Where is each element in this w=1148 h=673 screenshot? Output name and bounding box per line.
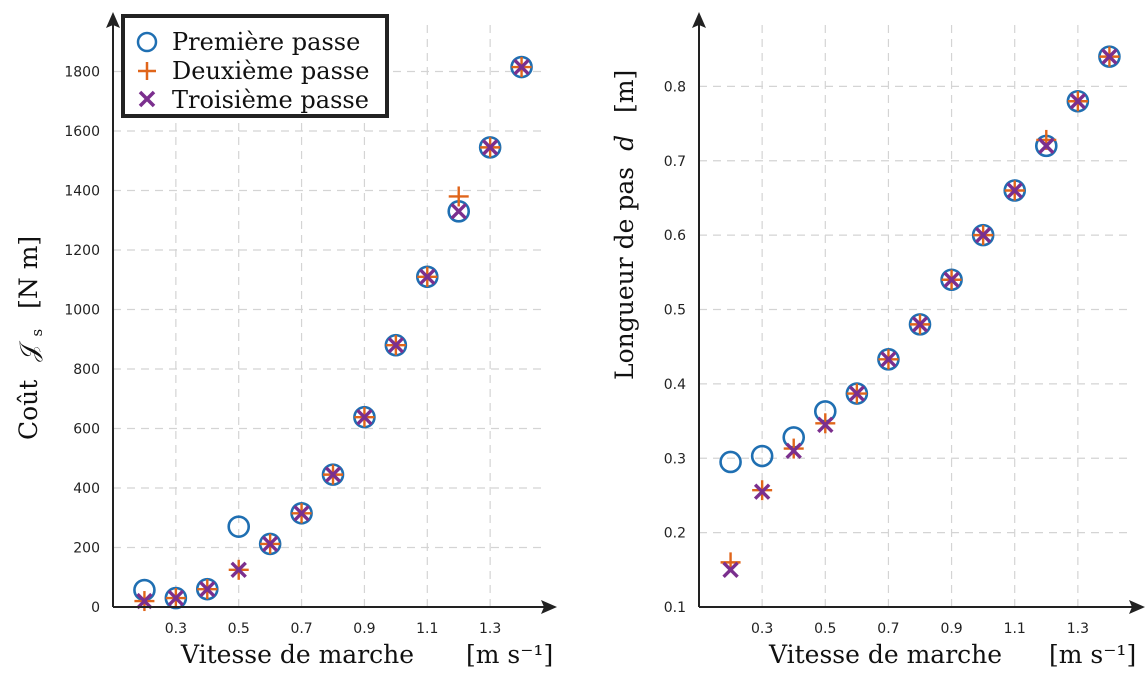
x-tick-label: 0.5 <box>814 621 836 637</box>
legend-label-first: Première passe <box>172 28 360 56</box>
point-third-pass <box>817 416 834 433</box>
point-third-pass <box>785 442 802 460</box>
point-third-pass <box>481 139 499 156</box>
x-tick-label: 0.3 <box>751 621 773 637</box>
point-third-pass <box>753 483 771 500</box>
point-third-pass <box>261 535 279 553</box>
point-third-pass <box>880 351 897 368</box>
y-tick-label: 1000 <box>64 303 100 319</box>
markers-right <box>719 45 1121 579</box>
point-third-pass <box>387 336 405 354</box>
y-tick-label: 1400 <box>64 184 100 200</box>
y-axis-label-left-unit: [N m] <box>14 236 43 309</box>
x-axis-arrow-right <box>1129 600 1145 614</box>
point-third-pass <box>356 408 373 426</box>
y-tick-label: 0.3 <box>664 451 686 467</box>
x-tick-label: 0.7 <box>290 621 312 637</box>
y-tick-label: 1800 <box>64 65 100 81</box>
y-axis-label-right-unit: [m] <box>610 70 639 113</box>
x-tick-label: 1.3 <box>1067 621 1089 637</box>
point-first-pass <box>719 450 742 474</box>
x-axis-arrow-left <box>541 600 557 614</box>
x-tick-label: 0.9 <box>940 621 962 637</box>
point-first-pass <box>227 515 251 538</box>
x-tick-labels-right: 0.3 0.5 0.7 0.9 1.1 1.3 <box>751 621 1089 637</box>
y-axis-label-left-text: Coût <box>14 380 43 440</box>
legend-marker-second <box>138 62 156 80</box>
point-third-pass <box>1101 48 1118 65</box>
legend-marker-third <box>138 90 156 108</box>
point-third-pass <box>974 226 992 244</box>
point-third-pass <box>513 58 530 76</box>
x-tick-label: 0.3 <box>165 621 187 637</box>
y-axis-label-left-sub: s <box>28 329 46 337</box>
x-tick-label: 0.7 <box>877 621 899 637</box>
y-tick-label: 0.6 <box>664 228 686 244</box>
y-tick-label: 0.4 <box>664 377 686 393</box>
x-axis-unit-right: [m s⁻¹] <box>1049 640 1136 669</box>
y-tick-label: 0.8 <box>664 79 686 95</box>
point-third-pass <box>1006 182 1023 199</box>
point-third-pass <box>943 271 960 288</box>
x-axis-unit-left: [m s⁻¹] <box>466 640 553 669</box>
point-second-pass <box>448 186 469 207</box>
y-axis-arrow-left <box>106 12 120 28</box>
point-third-pass <box>848 385 866 402</box>
y-tick-label: 0.5 <box>664 303 686 319</box>
y-axis-arrow-right <box>692 12 706 28</box>
legend: Première passe Deuxième passe Troisième … <box>121 14 389 118</box>
point-third-pass <box>230 561 247 579</box>
y-axis-label-right-text: Longueur de pas <box>610 167 639 380</box>
y-tick-label: 400 <box>73 481 100 497</box>
x-tick-label: 1.1 <box>1004 621 1026 637</box>
point-first-pass <box>750 444 774 468</box>
x-tick-label: 0.5 <box>228 621 250 637</box>
point-third-pass <box>199 580 216 598</box>
legend-label-second: Deuxième passe <box>172 57 369 85</box>
point-third-pass <box>324 466 342 483</box>
x-axis-label-right: Vitesse de marche <box>768 640 1002 669</box>
point-third-pass <box>911 316 929 333</box>
legend-marker-first <box>136 31 158 53</box>
y-tick-label: 200 <box>73 541 100 557</box>
point-third-pass <box>1069 93 1087 110</box>
y-tick-label: 0 <box>91 600 100 616</box>
y-tick-label: 800 <box>73 362 100 378</box>
y-tick-label: 0.7 <box>664 154 686 170</box>
y-tick-label: 1600 <box>64 124 100 140</box>
point-third-pass <box>293 505 310 522</box>
legend-box <box>121 14 389 118</box>
chart-step-length: 0.3 0.5 0.7 0.9 1.1 1.3 0.1 0.2 0.3 0.4 0.5 0.6 0.7… <box>610 12 1145 669</box>
legend-label-third: Troisième passe <box>172 86 369 114</box>
point-third-pass <box>1038 137 1055 155</box>
x-tick-label: 1.3 <box>479 621 501 637</box>
x-axis-label-left: Vitesse de marche <box>180 640 414 669</box>
point-third-pass <box>450 203 467 220</box>
point-third-pass <box>167 589 185 607</box>
point-third-pass <box>419 268 436 285</box>
point-third-pass <box>722 561 739 579</box>
y-axis-label-left: Coût 𝒥 s [N m] <box>14 236 48 440</box>
y-axis-label-left-symbol: 𝒥 <box>14 341 43 362</box>
x-tick-label: 1.1 <box>416 621 438 637</box>
y-tick-label: 0.1 <box>664 600 686 616</box>
y-tick-label: 600 <box>73 422 100 438</box>
y-tick-label: 0.2 <box>664 526 686 542</box>
grid-right <box>699 20 1133 607</box>
x-tick-labels-left: 0.3 0.5 0.7 0.9 1.1 1.3 <box>165 621 502 637</box>
y-tick-label: 1200 <box>64 243 100 259</box>
y-tick-labels-right: 0.1 0.2 0.3 0.4 0.5 0.6 0.7 0.8 <box>664 79 686 616</box>
y-axis-label-right: Longueur de pas d [m] <box>610 70 639 380</box>
x-tick-label: 0.9 <box>353 621 375 637</box>
point-third-pass <box>136 592 153 610</box>
y-axis-label-right-symbol: d <box>610 135 639 151</box>
markers-left <box>133 55 533 612</box>
y-tick-labels-left: 0 200 400 600 800 1000 1200 1400 1600 1800 <box>64 65 100 617</box>
chart-cost: 0.3 0.5 0.7 0.9 1.1 1.3 0 200 400 600 800 1000 1200… <box>14 12 557 669</box>
